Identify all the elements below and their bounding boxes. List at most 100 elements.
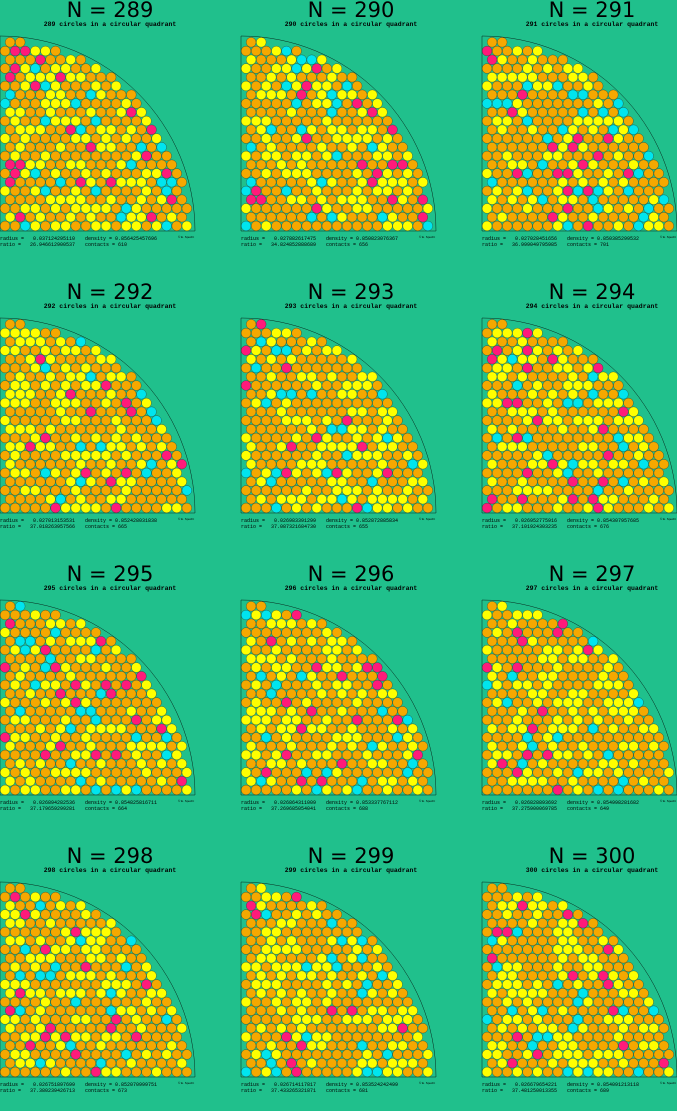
packed-circle	[276, 1005, 287, 1016]
packed-circle	[367, 706, 378, 717]
packed-circle	[10, 432, 21, 444]
packed-circle	[547, 406, 558, 417]
packed-circle	[291, 609, 302, 621]
packed-circle	[613, 485, 624, 496]
packed-circle	[567, 653, 578, 664]
packed-circle	[382, 732, 393, 743]
packed-circle	[577, 194, 589, 205]
packed-circle	[60, 432, 71, 444]
packed-circle	[547, 953, 558, 964]
packed-circle	[50, 450, 61, 461]
packed-circle	[251, 1031, 262, 1043]
packed-circle	[40, 98, 51, 109]
packed-circle	[241, 45, 252, 57]
packed-circle	[577, 741, 589, 752]
packed-circle	[623, 979, 634, 990]
packed-circle	[377, 741, 388, 752]
packed-circle	[101, 362, 112, 374]
packed-circle	[311, 450, 322, 461]
packed-circle	[552, 397, 563, 409]
packed-circle	[95, 758, 107, 769]
packed-circle	[387, 142, 398, 153]
packed-circle	[552, 996, 563, 1008]
packed-circle	[362, 732, 373, 743]
packed-circle	[502, 485, 513, 496]
packed-circle	[487, 618, 498, 629]
packed-circle	[492, 749, 503, 761]
packed-circle	[241, 767, 252, 778]
packed-circle	[176, 758, 187, 769]
packed-circle	[628, 706, 639, 717]
packed-circle	[40, 732, 51, 743]
packed-circle	[593, 168, 604, 179]
packed-circle	[5, 54, 16, 65]
packed-circle	[557, 706, 568, 717]
packed-circle	[633, 697, 644, 708]
packed-circle	[5, 918, 16, 929]
packed-circle	[658, 1040, 669, 1051]
packed-circle	[296, 476, 307, 487]
packed-circle	[512, 996, 523, 1008]
packed-circle	[331, 767, 342, 778]
packed-circle	[95, 371, 107, 382]
packed-circle	[547, 177, 558, 188]
packed-circle	[256, 601, 267, 612]
packed-circle	[397, 494, 408, 505]
packed-circle	[321, 432, 332, 444]
packed-circle	[527, 406, 538, 417]
packed-circle	[70, 627, 81, 638]
packed-circle	[562, 979, 573, 990]
packed-circle	[291, 450, 302, 461]
packed-circle	[542, 662, 553, 673]
packed-circle	[347, 107, 358, 118]
packed-circle	[45, 776, 56, 787]
packed-circle	[357, 194, 368, 205]
packed-circle	[512, 80, 523, 92]
packed-circle	[286, 459, 297, 470]
packed-circle	[331, 150, 342, 162]
packed-circle	[372, 168, 383, 179]
packed-circle	[613, 98, 624, 109]
packed-circle	[502, 714, 513, 726]
density-value: density = 0.852070999751	[85, 1082, 158, 1088]
packed-circle	[116, 142, 127, 153]
packed-circle	[286, 212, 297, 223]
packed-circle	[50, 327, 61, 339]
packed-circle	[65, 918, 76, 929]
packed-circle	[562, 185, 573, 197]
packed-circle	[75, 1058, 86, 1069]
packed-circle	[101, 80, 112, 92]
packed-circle	[126, 1023, 137, 1034]
packed-circle	[387, 706, 398, 717]
packed-circle	[567, 688, 578, 699]
packed-circle	[331, 450, 342, 461]
packed-circle	[296, 159, 307, 170]
packed-circle	[116, 389, 127, 400]
packed-circle	[527, 636, 538, 647]
packed-circle	[75, 900, 86, 911]
packed-circle	[367, 107, 378, 118]
packed-circle	[256, 212, 267, 223]
packed-circle	[502, 767, 513, 778]
copyright-note: © E. Specht	[660, 1081, 677, 1085]
packed-circle	[482, 714, 493, 726]
packed-circle	[40, 150, 51, 162]
packed-circle	[648, 723, 659, 734]
packed-circle	[291, 749, 302, 761]
packed-circle	[417, 1058, 428, 1069]
packed-circle	[296, 988, 307, 999]
packed-circle	[517, 354, 528, 365]
packed-circle	[572, 1014, 583, 1025]
packed-circle	[336, 935, 348, 946]
packed-circle	[562, 485, 573, 496]
packed-circle	[321, 767, 332, 778]
packed-circle	[572, 979, 583, 990]
packed-circle	[532, 467, 543, 479]
packed-circle	[176, 194, 187, 205]
packed-circle	[562, 220, 573, 232]
packed-circle	[60, 732, 71, 743]
packed-circle	[492, 63, 503, 74]
packed-circle	[497, 671, 508, 682]
packed-circle	[90, 944, 101, 955]
packed-circle	[653, 450, 664, 461]
